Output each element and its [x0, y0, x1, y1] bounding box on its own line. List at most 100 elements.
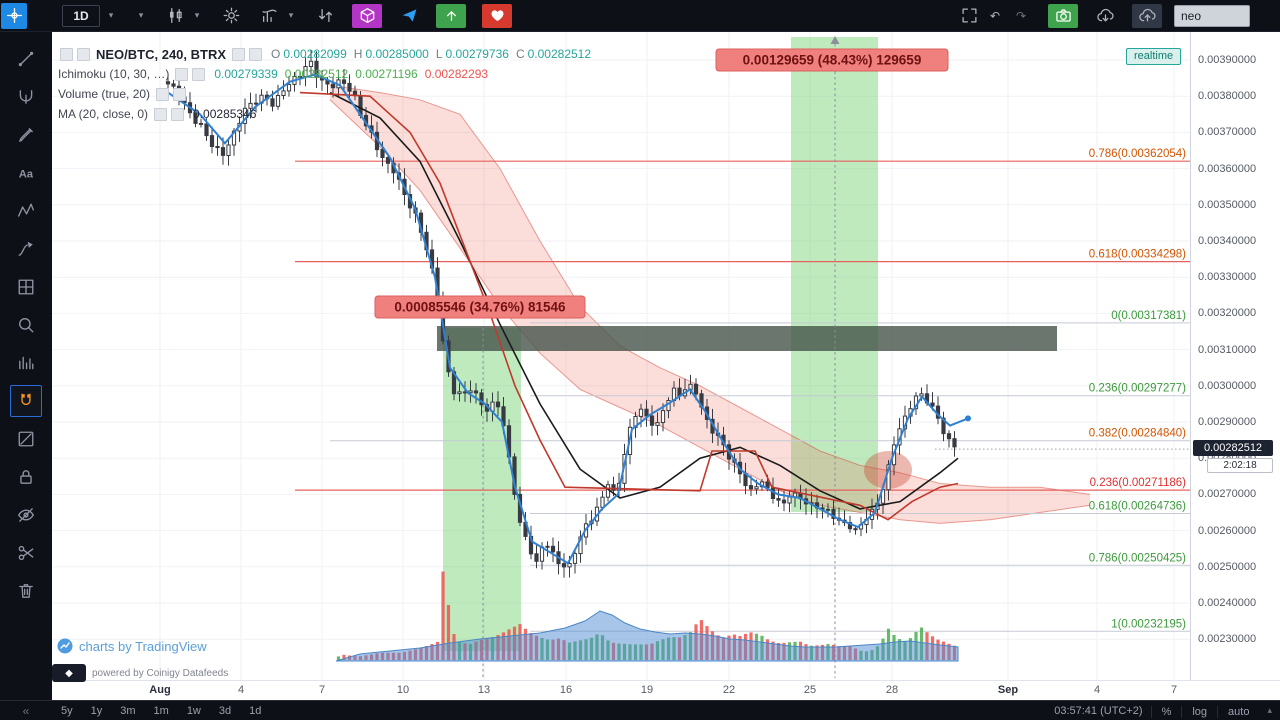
range-button-1y[interactable]: 1y — [90, 704, 103, 717]
tradingview-watermark[interactable]: charts by TradingView — [57, 638, 207, 654]
timeframes-dropdown[interactable]: ▾ — [138, 10, 144, 20]
collapse-bottom-button[interactable]: ▴ — [1267, 705, 1272, 715]
compare-button[interactable] — [314, 4, 336, 28]
indicator-value: 0.00279339 — [214, 67, 278, 81]
range-button-1d[interactable]: 1d — [249, 704, 262, 717]
tool-brush[interactable] — [0, 116, 52, 154]
chart-style-button[interactable] — [164, 4, 186, 28]
measure-labels[interactable]: 0.00129659 (48.43%) 129659 0.00085546 (34… — [374, 48, 949, 319]
indicator-rows: Ichimoku (10, 30, …) 0.00279339 0.00282512… — [58, 64, 591, 124]
tool-trend-line[interactable] — [0, 40, 52, 78]
indicator-value: 0.00271196 — [355, 67, 418, 81]
indicator-settings-button[interactable] — [192, 67, 206, 81]
tradingview-watermark-text: charts by TradingView — [79, 638, 207, 654]
tool-text[interactable]: Aa — [0, 154, 52, 192]
legend-style-icon[interactable] — [60, 47, 73, 61]
price-tick: 0.00380000 — [1198, 90, 1257, 102]
tool-hide-drawings[interactable] — [0, 496, 52, 534]
range-button-3d[interactable]: 3d — [218, 704, 232, 717]
coinigy-logo-icon: ◆ — [52, 664, 86, 682]
ohlc-value: 0.00285000 — [365, 47, 429, 61]
indicator-eye-button[interactable] — [154, 107, 168, 121]
legend-eye-button[interactable] — [232, 47, 246, 61]
objects-tree-button[interactable] — [352, 3, 382, 28]
ohlc-values: O 0.00282099 H 0.00285000 L 0.00279736 C 0.0028… — [264, 45, 591, 63]
grid-layer — [52, 32, 1190, 680]
indicator-row: Volume (true, 20) — [58, 84, 591, 104]
interval-button[interactable]: 1D — [62, 4, 100, 27]
eraser-icon — [11, 424, 41, 454]
favorites-button[interactable] — [482, 3, 512, 28]
undo-button[interactable]: ↶ — [989, 8, 1001, 23]
publish-button[interactable] — [398, 4, 420, 28]
time-tick: 13 — [477, 684, 491, 696]
tool-grid[interactable] — [0, 268, 52, 306]
range-button-5y[interactable]: 5y — [61, 704, 73, 717]
scale-controls: 03:57:41 (UTC+2) % log auto ▴ — [1054, 702, 1280, 720]
redo-button[interactable]: ↷ — [1015, 8, 1027, 23]
indicator-settings-button[interactable] — [173, 87, 187, 101]
indicator-settings-button[interactable] — [171, 107, 185, 121]
svg-text:0.00085546 (34.76%) 81546: 0.00085546 (34.76%) 81546 — [394, 300, 566, 315]
collapse-left-button[interactable]: « — [22, 703, 30, 718]
clock-label: 03:57:41 (UTC+2) — [1054, 704, 1143, 717]
drawing-toolbar: Aa — [0, 32, 52, 700]
tool-zoom[interactable] — [0, 306, 52, 344]
legend-collapse-icon[interactable] — [77, 47, 90, 61]
ohlc-value: 0.00282099 — [283, 47, 347, 61]
price-tick: 0.00270000 — [1198, 488, 1257, 500]
resistance-zone[interactable] — [437, 326, 1057, 351]
svg-text:0.618(0.00264736): 0.618(0.00264736) — [1089, 501, 1186, 513]
indicators-button[interactable] — [258, 4, 280, 28]
bar-countdown-label: 2:02:18 — [1207, 458, 1273, 473]
price-axis[interactable]: 0.00390000 0.00380000 0.00370000 0.00360000… — [1190, 32, 1280, 680]
chart-style-dropdown[interactable]: ▾ — [194, 10, 200, 20]
tool-eraser[interactable] — [0, 420, 52, 458]
indicator-eye-button[interactable] — [175, 67, 189, 81]
indicator-name: MA (20, close, 0) — [58, 107, 149, 121]
scale-mode-%[interactable]: % — [1150, 705, 1182, 718]
overlay-lines — [167, 73, 1190, 565]
tool-lock[interactable] — [0, 458, 52, 496]
indicator-eye-button[interactable] — [156, 87, 170, 101]
snapshot-button[interactable] — [1048, 3, 1078, 28]
chart-settings-button[interactable] — [220, 4, 242, 28]
tool-pitchfork[interactable] — [0, 78, 52, 116]
tool-patterns[interactable] — [0, 192, 52, 230]
price-tick: 0.00310000 — [1198, 344, 1257, 356]
svg-text:0.236(0.00271186): 0.236(0.00271186) — [1090, 477, 1187, 489]
chart-canvas[interactable]: 0.00129659 (48.43%) 129659 0.00085546 (34… — [52, 32, 1190, 680]
tool-magnet[interactable] — [0, 382, 52, 420]
legend-settings-button[interactable] — [249, 47, 263, 61]
indicators-dropdown[interactable]: ▾ — [288, 10, 294, 20]
range-button-1m[interactable]: 1m — [153, 704, 169, 717]
time-tick: 16 — [559, 684, 573, 696]
interval-dropdown[interactable]: ▾ — [108, 10, 114, 20]
bottom-toolbar: « 5y 1y 3m 1m 1w 3d 1d 03:57:41 (UTC+2) % log au… — [0, 700, 1280, 720]
tool-cut[interactable] — [0, 534, 52, 572]
tool-bars-pattern[interactable] — [0, 344, 52, 382]
symbol-title: NEO/BTC, 240, BTRX — [96, 46, 227, 62]
time-tick: 25 — [803, 684, 817, 696]
tradingview-logo-icon — [57, 638, 73, 654]
scale-mode-auto[interactable]: auto — [1217, 705, 1260, 718]
alert-up-button[interactable] — [436, 3, 466, 28]
price-tick: 0.00290000 — [1198, 416, 1257, 428]
ohlc-value: 0.00279736 — [445, 47, 509, 61]
load-chart-button[interactable] — [1094, 4, 1116, 28]
coinigy-watermark: ◆ powered by Coinigy Datafeeds — [52, 664, 228, 682]
fullscreen-button[interactable] — [958, 4, 980, 28]
realtime-badge: realtime — [1126, 48, 1182, 65]
save-chart-button[interactable] — [1132, 3, 1162, 28]
tool-forecast[interactable] — [0, 230, 52, 268]
range-button-1w[interactable]: 1w — [186, 704, 201, 717]
indicator-value: 0.00285346 — [193, 107, 257, 121]
tool-delete[interactable] — [0, 572, 52, 610]
range-button-3m[interactable]: 3m — [120, 704, 136, 717]
symbol-search-input[interactable] — [1174, 4, 1250, 27]
scale-mode-log[interactable]: log — [1181, 705, 1218, 718]
svg-text:0.236(0.00297277): 0.236(0.00297277) — [1089, 383, 1186, 395]
time-tick: 4 — [1093, 684, 1101, 696]
time-axis[interactable]: Aug 4 7 10 13 16 19 22 25 28 Sep 4 7 — [52, 680, 1280, 700]
crosshair-tool-button[interactable] — [1, 2, 27, 29]
